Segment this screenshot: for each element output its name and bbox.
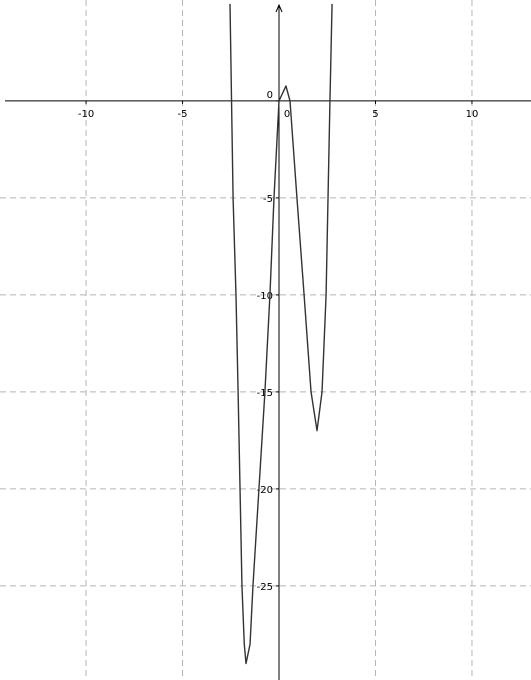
x-tick-label: -5 <box>178 109 188 120</box>
x-tick-label: 5 <box>372 109 378 120</box>
y-tick-label: -10 <box>257 291 273 302</box>
x-tick-label: 10 <box>466 109 479 120</box>
x-tick-label: -10 <box>78 109 94 120</box>
function-curve <box>229 3 333 665</box>
y-axis-arrow <box>275 3 283 13</box>
y-tick-label: -20 <box>257 485 273 496</box>
y-tick-label: -25 <box>257 582 273 593</box>
y-tick-label: -5 <box>263 194 273 205</box>
y-tick-label: 0 <box>267 90 273 101</box>
x-tick-label: 0 <box>284 109 290 120</box>
